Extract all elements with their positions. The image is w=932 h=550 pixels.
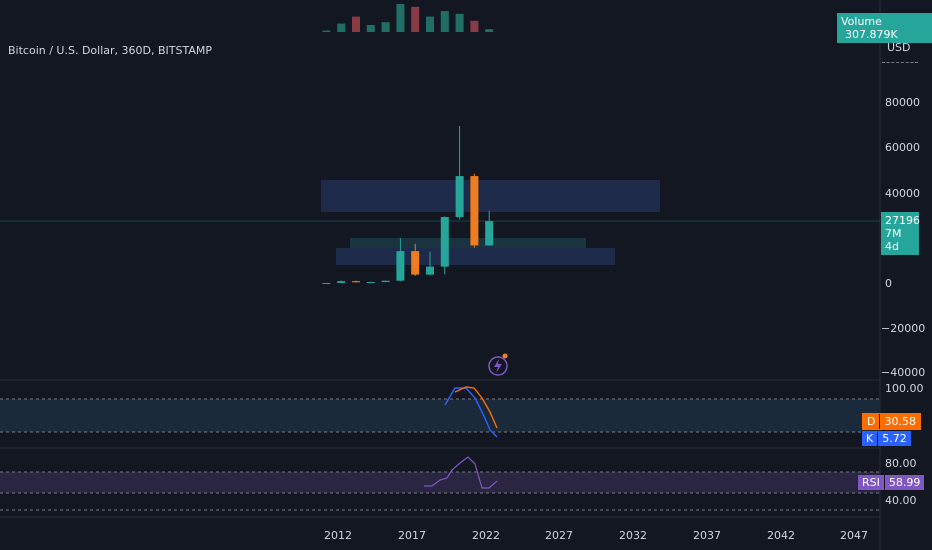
stoch-d-label: D: [863, 414, 880, 429]
volume-value: 307.879K: [845, 28, 898, 41]
last-price-badge: 27196 7M 4d: [881, 212, 920, 255]
time-tick-2022: 2022: [472, 529, 500, 542]
volume-badge: Volume 307.879K: [837, 13, 932, 43]
candle-body-2017: [396, 251, 405, 281]
candle-body-2018: [411, 251, 420, 275]
rsi-tick-40: 40.00: [885, 494, 917, 507]
volume-bar-2018: [411, 6, 420, 33]
candles: [322, 126, 494, 284]
rsi-line: [424, 456, 498, 489]
candle-body-2014: [352, 281, 360, 283]
volume-bar-2013: [337, 23, 346, 32]
candle-body-2012: [322, 282, 331, 284]
price-tick-minus20000: −20000: [881, 322, 926, 335]
price-tick-80000: 80000: [885, 96, 920, 109]
bar-countdown: 7M 4d: [885, 227, 902, 253]
stoch-band: [0, 399, 880, 432]
axis-divider: [882, 62, 918, 63]
candle-body-2022: [470, 176, 479, 246]
volume-bar-2012: [322, 30, 331, 32]
volume-bar-2023: [485, 29, 494, 32]
volume-bar-2015: [366, 25, 375, 32]
candle-body-2015: [366, 282, 375, 284]
candle-body-2023: [485, 221, 494, 246]
rsi-label: RSI: [858, 475, 884, 490]
currency-label: USD: [887, 41, 911, 54]
rsi-value: 58.99: [884, 475, 925, 490]
stoch-k-line: [444, 387, 498, 438]
price-tick-40000: 40000: [885, 187, 920, 200]
volume-label: Volume: [841, 15, 882, 28]
candle-body-2019: [426, 266, 434, 275]
candle-body-2016: [381, 280, 390, 283]
stoch-d-value: 30.58: [880, 414, 920, 429]
rsi-badge: RSI 58.99: [858, 475, 925, 490]
volume-bar-2022: [470, 20, 479, 32]
time-tick-2047: 2047: [840, 529, 868, 542]
stoch-k-label: K: [862, 431, 878, 446]
volume-bar-2019: [426, 16, 434, 32]
time-tick-2042: 2042: [767, 529, 795, 542]
rsi-tick-80: 80.00: [885, 457, 917, 470]
time-tick-2027: 2027: [545, 529, 573, 542]
zone-lower: [336, 248, 615, 265]
lightning-icon[interactable]: [488, 353, 508, 376]
time-tick-2017: 2017: [398, 529, 426, 542]
candle-body-2021: [455, 176, 464, 218]
time-tick-2032: 2032: [619, 529, 647, 542]
volume-bars: [322, 4, 494, 33]
price-tick-minus40000: −40000: [881, 366, 926, 379]
stoch-d-line: [454, 386, 498, 429]
rsi-band: [0, 472, 880, 493]
volume-bar-2016: [381, 22, 390, 32]
zone-upper: [321, 180, 660, 212]
volume-bar-2014: [352, 16, 360, 32]
stoch-d-badge: D 30.58: [862, 413, 921, 430]
volume-bar-2017: [396, 4, 405, 32]
price-tick-0: 0: [885, 277, 892, 290]
symbol-title: Bitcoin / U.S. Dollar, 360D, BITSTAMP: [8, 44, 212, 57]
price-tick-60000: 60000: [885, 141, 920, 154]
volume-bar-2021: [455, 13, 464, 33]
time-tick-2012: 2012: [324, 529, 352, 542]
volume-bar-2020: [440, 11, 449, 32]
stoch-tick-100: 100.00: [885, 382, 924, 395]
candle-body-2013: [337, 281, 346, 283]
candle-body-2020: [440, 217, 449, 267]
stoch-k-value: 5.72: [878, 431, 911, 446]
zone-mid: [350, 238, 586, 250]
time-tick-2037: 2037: [693, 529, 721, 542]
stoch-k-badge: K 5.72: [862, 431, 911, 446]
last-price-value: 27196: [885, 214, 920, 227]
